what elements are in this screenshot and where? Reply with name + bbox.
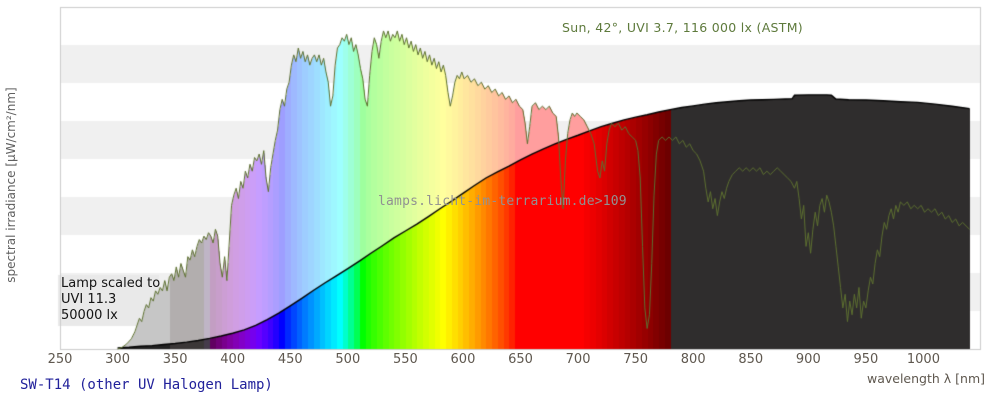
- x-tick-label: 350: [162, 352, 188, 367]
- x-tick-label: 450: [277, 352, 303, 367]
- x-tick-label: 550: [392, 352, 418, 367]
- x-tick-label: 500: [335, 352, 361, 367]
- lamp-scale-line-2: UVI 11.3: [61, 292, 117, 307]
- x-tick-label: 650: [508, 352, 533, 367]
- lamp-scale-line-3: 50000 lx: [61, 308, 118, 323]
- x-tick-label: 850: [738, 352, 764, 367]
- x-tick-label: 800: [680, 352, 706, 367]
- x-tick-label: 400: [220, 352, 246, 367]
- sun-reference-legend: Sun, 42°, UVI 3.7, 116 000 lx (ASTM): [562, 20, 803, 35]
- x-axis-label: wavelength λ [nm]: [866, 371, 985, 386]
- x-tick-label: 250: [47, 352, 73, 367]
- lamp-title-caption: SW-T14 (other UV Halogen Lamp): [20, 377, 273, 393]
- x-tick-label: 300: [105, 352, 130, 367]
- x-tick-label: 700: [565, 352, 591, 367]
- x-tick-label: 950: [853, 352, 879, 367]
- lamp-scale-line-1: Lamp scaled to: [61, 276, 161, 291]
- x-axis-ticks: 250 300 350 400 450 500 550 600 650 700 750 800 850 9…: [0, 352, 1000, 368]
- y-axis-label: spectral irradiance [µW/cm²/nm]: [4, 87, 18, 283]
- x-tick-label: 1000: [906, 352, 940, 367]
- watermark: lamps.licht-im-terrarium.de>109: [378, 194, 627, 209]
- x-tick-label: 750: [623, 352, 649, 367]
- x-tick-label: 900: [795, 352, 821, 367]
- lamp-scale-annotation: Lamp scaled to UVI 11.3 50000 lx: [61, 276, 160, 324]
- x-tick-label: 600: [450, 352, 476, 367]
